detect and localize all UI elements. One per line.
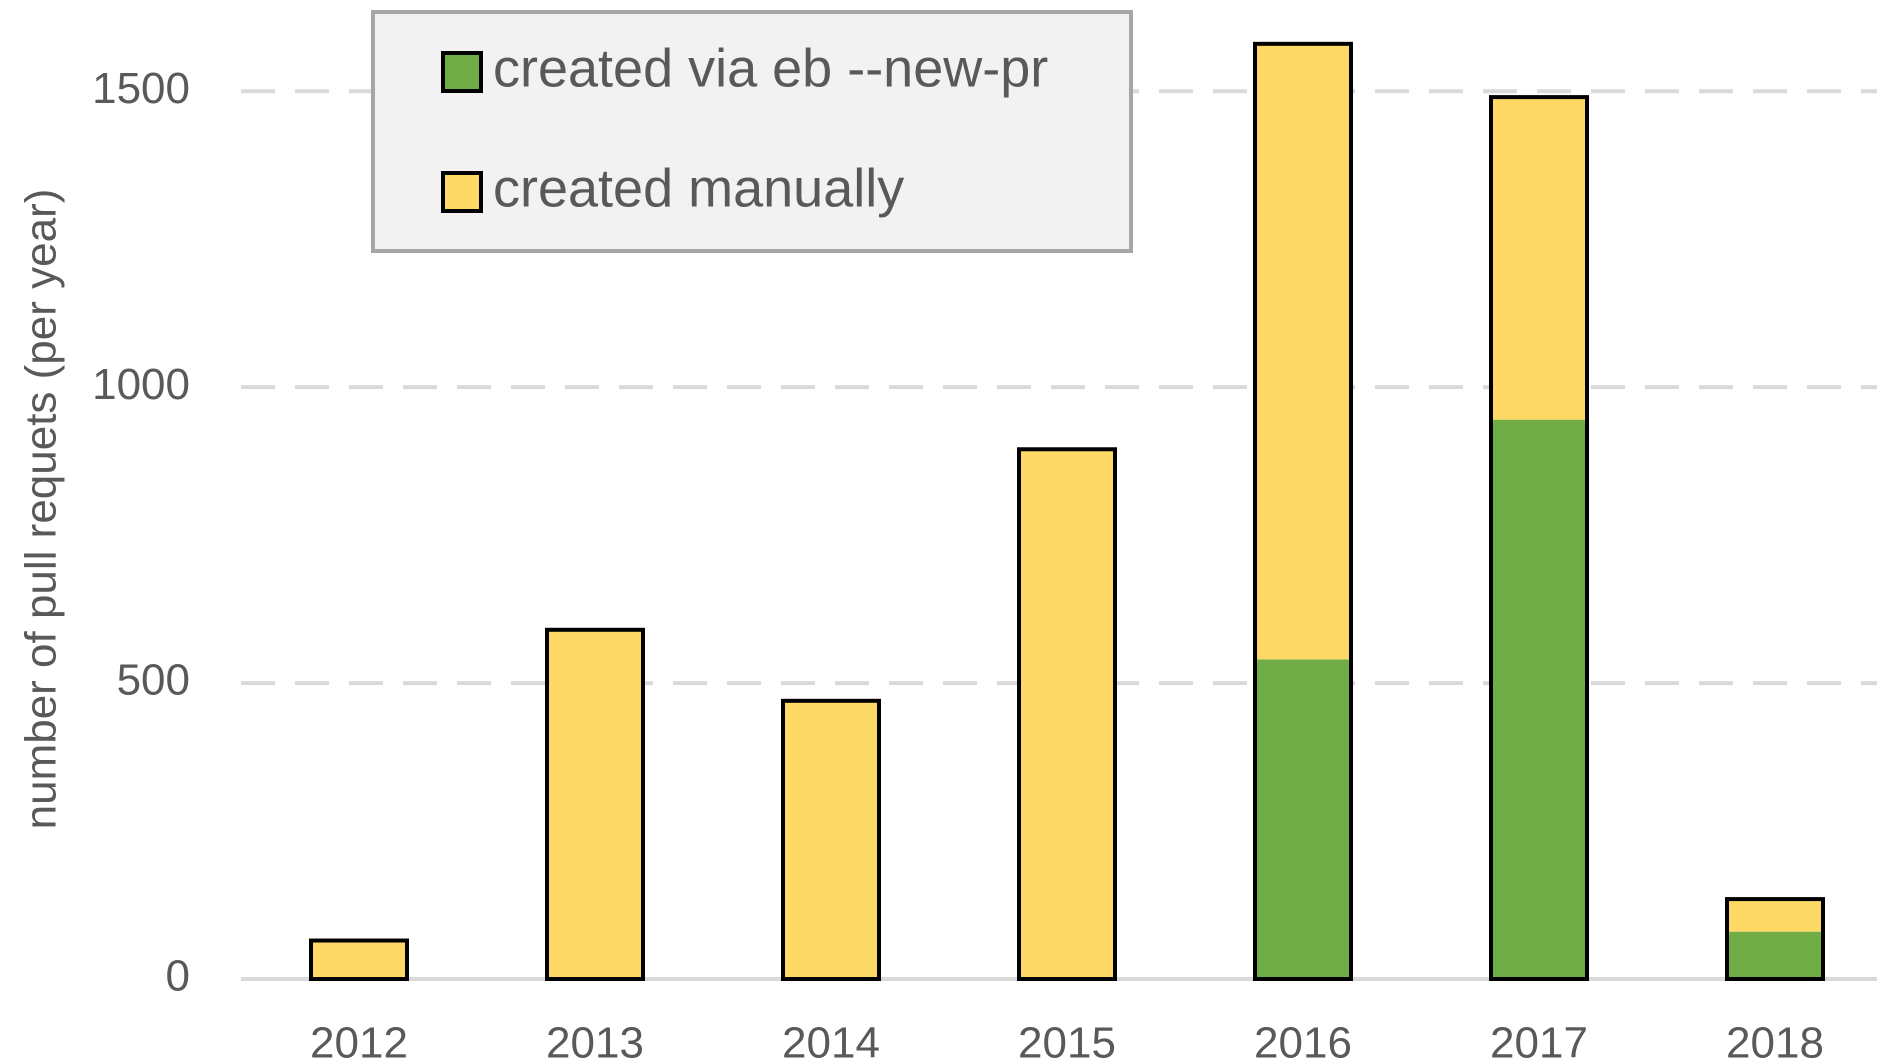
bar-segment	[547, 629, 643, 979]
x-tick-label: 2015	[1018, 1019, 1116, 1064]
bar-segment	[1491, 419, 1587, 980]
y-tick-label: 1000	[92, 360, 190, 409]
y-tick-label: 500	[117, 656, 190, 705]
bar-segment	[1019, 449, 1115, 980]
bar-outline	[545, 627, 645, 981]
x-tick-label: 2016	[1254, 1019, 1352, 1064]
bar-outline	[309, 938, 409, 982]
bar-segment	[1491, 97, 1587, 420]
bar-segment	[1727, 931, 1823, 979]
x-tick-label: 2014	[782, 1019, 880, 1064]
bar-outline	[1725, 897, 1825, 981]
y-tick-label: 1500	[92, 64, 190, 113]
x-tick-label: 2017	[1490, 1019, 1588, 1064]
y-tick-label: 0	[166, 952, 190, 1001]
bar-outline	[1017, 447, 1117, 982]
bar-outline	[781, 698, 881, 981]
legend-box	[371, 10, 1133, 253]
bar-segment	[1727, 899, 1823, 932]
x-tick-label: 2018	[1726, 1019, 1824, 1064]
bar-segment	[1255, 43, 1351, 660]
bar-segment	[311, 940, 407, 979]
x-tick-label: 2012	[310, 1019, 408, 1064]
legend-swatch	[441, 51, 483, 93]
legend-swatch	[441, 171, 483, 213]
legend-label: created manually	[493, 158, 904, 218]
legend-label: created via eb --new-pr	[493, 38, 1048, 98]
bar-segment	[1255, 659, 1351, 979]
bar-outline	[1489, 95, 1589, 981]
bar-outline	[1253, 41, 1353, 981]
y-axis-label: number of pull requets (per year)	[17, 189, 66, 830]
bar-segment	[783, 700, 879, 979]
x-tick-label: 2013	[546, 1019, 644, 1064]
